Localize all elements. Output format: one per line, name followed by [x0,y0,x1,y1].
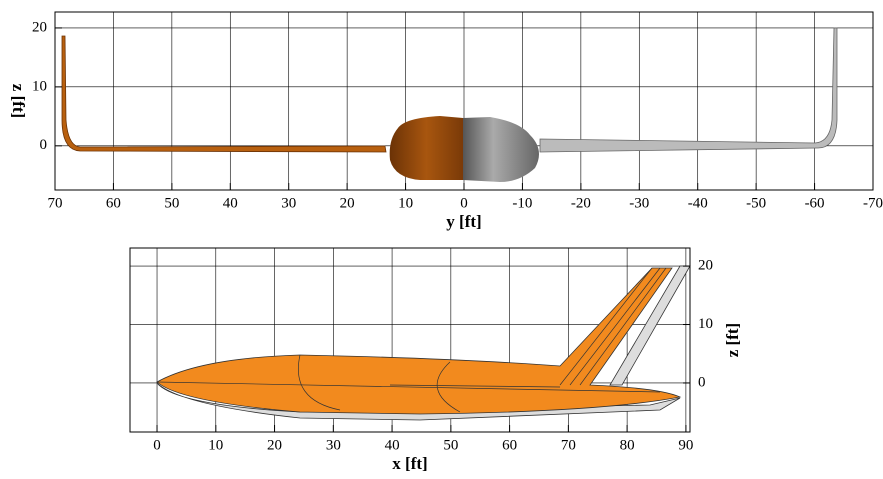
fuselage-right [463,117,539,182]
y-tick-label: 10 [32,78,47,94]
x-tick-label: 0 [153,437,161,453]
y-axis-label: z [ft] [9,84,28,118]
x-tick-label: -50 [746,195,766,211]
geometry [157,266,690,420]
x-tick-label: 30 [281,195,296,211]
x-tick-label: 20 [340,195,355,211]
y-tick-label: 10 [698,316,713,332]
fuselage-left [390,116,463,180]
left-wing [62,36,386,152]
x-tick-label: 90 [678,437,693,453]
x-tick-label: -10 [512,195,532,211]
x-tick-label: 30 [326,437,341,453]
x-tick-label: 20 [267,437,282,453]
x-tick-label: -20 [571,195,591,211]
x-tick-label: 50 [164,195,179,211]
x-tick-label: 40 [385,437,400,453]
x-tick-label: 60 [502,437,517,453]
x-tick-label: 80 [620,437,635,453]
x-tick-label: 0 [460,195,468,211]
x-tick-label: -70 [863,195,883,211]
page: 70 60 50 40 30 20 10 0 -10 -20 -30 -40 -50 -60 -70 0 10 2… [0,0,883,479]
x-tick-label: 70 [48,195,63,211]
y-tick-label: 0 [698,374,706,390]
x-tick-label: -30 [629,195,649,211]
x-tick-label: -60 [805,195,825,211]
y-tick-label: 20 [698,258,713,274]
x-tick-label: 70 [561,437,576,453]
x-tick-label: 60 [106,195,121,211]
x-tick-label: 50 [443,437,458,453]
geometry [62,28,837,182]
right-wing [540,28,837,152]
y-tick-label: 0 [40,137,48,153]
front-view: 70 60 50 40 30 20 10 0 -10 -20 -30 -40 -50 -60 -70 0 10 2… [9,12,883,231]
fuselage [157,268,680,414]
side-view: 0 10 20 30 40 50 60 70 80 90 0 10 20 x [ft] z [ft] [130,248,742,473]
figure: 70 60 50 40 30 20 10 0 -10 -20 -30 -40 -50 -60 -70 0 10 2… [0,0,883,479]
x-tick-label: 40 [223,195,238,211]
x-tick-label: 10 [208,437,223,453]
x-axis-label: x [ft] [392,454,427,473]
y-tick-label: 20 [32,19,47,35]
y-axis-label: z [ft] [723,323,742,357]
x-axis-label: y [ft] [446,212,481,231]
x-tick-label: -40 [688,195,708,211]
x-tick-label: 10 [398,195,413,211]
